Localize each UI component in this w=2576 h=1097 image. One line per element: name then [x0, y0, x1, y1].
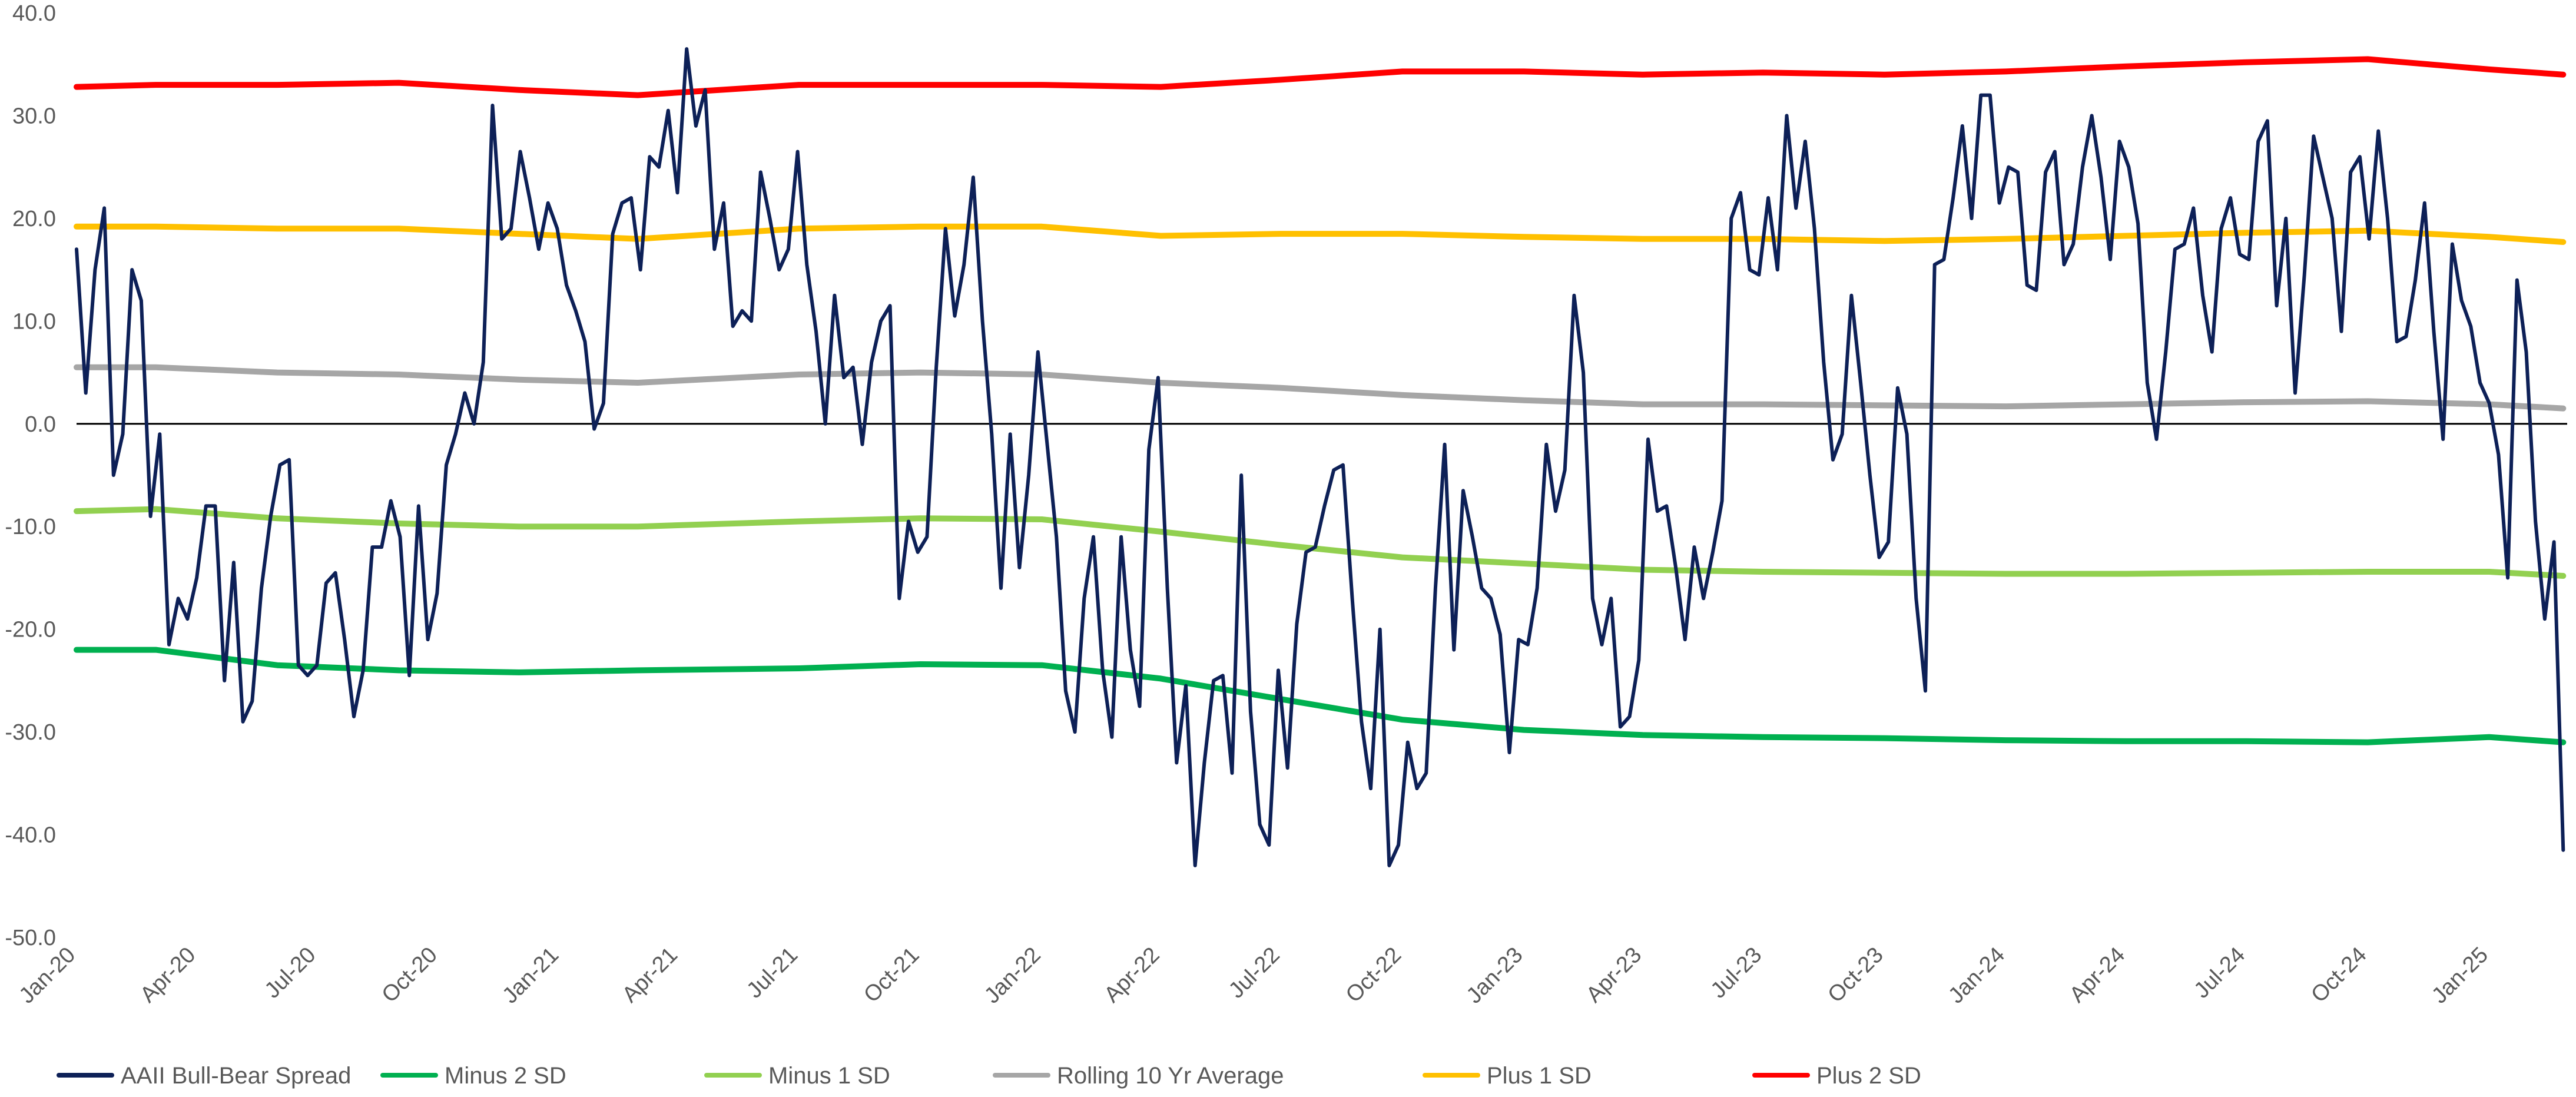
- series-line-plus-2-sd: [74, 56, 2567, 98]
- legend-label: AAII Bull-Bear Spread: [121, 1063, 351, 1089]
- legend-label: Rolling 10 Yr Average: [1057, 1063, 1284, 1089]
- y-tick-label: -10.0: [5, 515, 56, 539]
- x-tick-label: Apr-23: [1582, 943, 1646, 1007]
- x-tick-label: Jan-23: [1462, 943, 1528, 1009]
- x-tick-label: Oct-20: [377, 943, 442, 1007]
- x-tick-label: Jan-21: [498, 943, 563, 1009]
- x-tick-label: Oct-21: [859, 943, 924, 1007]
- legend-label: Plus 2 SD: [1816, 1063, 1921, 1089]
- x-tick-label: Oct-23: [1823, 943, 1888, 1007]
- legend-label: Plus 1 SD: [1487, 1063, 1592, 1089]
- x-tick-label: Jan-25: [2427, 943, 2493, 1009]
- x-tick-label: Apr-20: [135, 943, 200, 1007]
- x-tick-label: Jul-20: [260, 943, 321, 1003]
- y-axis-ticks: 40.0 30.0 20.0 10.0 0.0 -10.0 -20.0 -30.0 -40.0 -…: [5, 1, 56, 950]
- x-tick-label: Jul-21: [742, 943, 803, 1003]
- legend: AAII Bull-Bear Spread Minus 2 SD Minus 1 S…: [57, 1063, 1921, 1089]
- series-line-minus-2-sd: [74, 647, 2567, 745]
- legend-label: Minus 1 SD: [768, 1063, 890, 1089]
- y-tick-label: 30.0: [12, 104, 56, 128]
- y-tick-label: 0.0: [25, 412, 56, 437]
- x-tick-label: Jan-24: [1944, 943, 2010, 1009]
- y-tick-label: -40.0: [5, 823, 56, 848]
- y-tick-label: -30.0: [5, 720, 56, 745]
- x-tick-label: Apr-21: [618, 943, 682, 1007]
- x-tick-label: Jul-22: [1224, 943, 1285, 1003]
- series-line-minus-1-sd: [74, 506, 2567, 579]
- x-axis-ticks: Jan-20 Apr-20 Jul-20 Oct-20 Jan-21 Apr-21 Jul-…: [14, 943, 2493, 1009]
- series-line-plus-1-sd: [74, 223, 2567, 245]
- x-tick-label: Oct-24: [2306, 943, 2371, 1007]
- y-tick-label: 10.0: [12, 309, 56, 334]
- y-tick-label: 40.0: [12, 1, 56, 26]
- x-tick-label: Apr-22: [1099, 943, 1164, 1007]
- x-tick-label: Apr-24: [2065, 943, 2130, 1007]
- x-tick-label: Oct-22: [1341, 943, 1406, 1007]
- legend-label: Minus 2 SD: [445, 1063, 566, 1089]
- x-tick-label: Jul-24: [2189, 943, 2250, 1003]
- x-tick-label: Jan-22: [980, 943, 1046, 1009]
- series-lines: [74, 47, 2567, 867]
- y-tick-label: -50.0: [5, 926, 56, 950]
- y-tick-label: -20.0: [5, 618, 56, 642]
- y-tick-label: 20.0: [12, 207, 56, 231]
- x-tick-label: Jan-20: [14, 943, 80, 1009]
- x-tick-label: Jul-23: [1706, 943, 1767, 1003]
- series-line-rolling-10-yr-average: [74, 364, 2567, 412]
- series-line-aaii-bull-bear-spread: [75, 47, 2565, 867]
